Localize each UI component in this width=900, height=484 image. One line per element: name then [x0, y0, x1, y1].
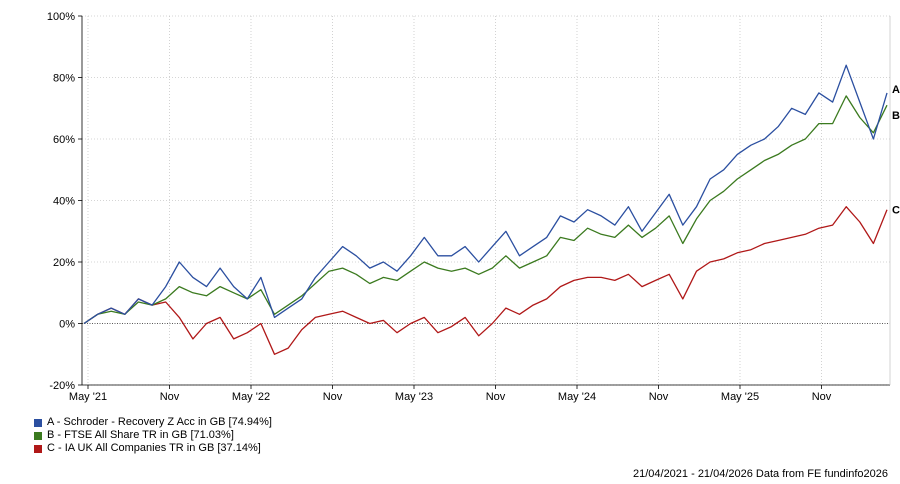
x-tick-label: May '25 [721, 391, 759, 403]
y-tick-label: -20% [49, 380, 75, 392]
x-axis-ticks: May '21 Nov May '22 Nov May '23 Nov May '24 Nov… [69, 391, 832, 403]
x-tick-label: Nov [160, 391, 180, 403]
series-line-b [83, 95, 888, 325]
line-chart: -20% 0% 20% 40% 60% 80% 100% May '21 Nov May '22… [47, 11, 900, 403]
series-end-labels: A B C [892, 84, 900, 217]
x-tick-label: Nov [323, 391, 343, 403]
series-line-c [83, 206, 888, 355]
x-tick-label: Nov [649, 391, 669, 403]
y-tick-label: 20% [53, 257, 75, 269]
series-line-a [83, 64, 888, 325]
legend-label: B - FTSE All Share TR in GB [71.03%] [47, 429, 234, 441]
legend-item: C - IA UK All Companies TR in GB [37.14%… [34, 442, 272, 455]
x-tick-label: Nov [812, 391, 832, 403]
legend-swatch [34, 431, 42, 440]
gridlines [82, 15, 890, 386]
end-label-a: A [892, 84, 900, 96]
plot-frame [78, 15, 891, 389]
y-axis-ticks: -20% 0% 20% 40% 60% 80% 100% [47, 11, 75, 392]
legend-item: B - FTSE All Share TR in GB [71.03%] [34, 429, 272, 442]
end-label-b: B [892, 110, 900, 122]
legend-label: C - IA UK All Companies TR in GB [37.14%… [47, 442, 261, 454]
series-lines [83, 64, 888, 355]
x-tick-label: May '24 [558, 391, 596, 403]
y-tick-label: 40% [53, 196, 75, 208]
x-tick-label: May '23 [395, 391, 433, 403]
legend: A - Schroder - Recovery Z Acc in GB [74.… [34, 416, 272, 455]
x-tick-label: May '22 [232, 391, 270, 403]
end-label-c: C [892, 205, 900, 217]
legend-swatch [34, 444, 42, 453]
y-tick-label: 100% [47, 11, 75, 23]
date-range-footer: 21/04/2021 - 21/04/2026 Data from FE fun… [632, 468, 888, 480]
legend-swatch [34, 418, 42, 427]
y-tick-label: 0% [59, 319, 75, 331]
y-tick-label: 60% [53, 134, 75, 146]
legend-item: A - Schroder - Recovery Z Acc in GB [74.… [34, 416, 272, 429]
x-tick-label: Nov [486, 391, 506, 403]
x-tick-label: May '21 [69, 391, 107, 403]
legend-label: A - Schroder - Recovery Z Acc in GB [74.… [47, 416, 272, 428]
y-tick-label: 80% [53, 73, 75, 85]
